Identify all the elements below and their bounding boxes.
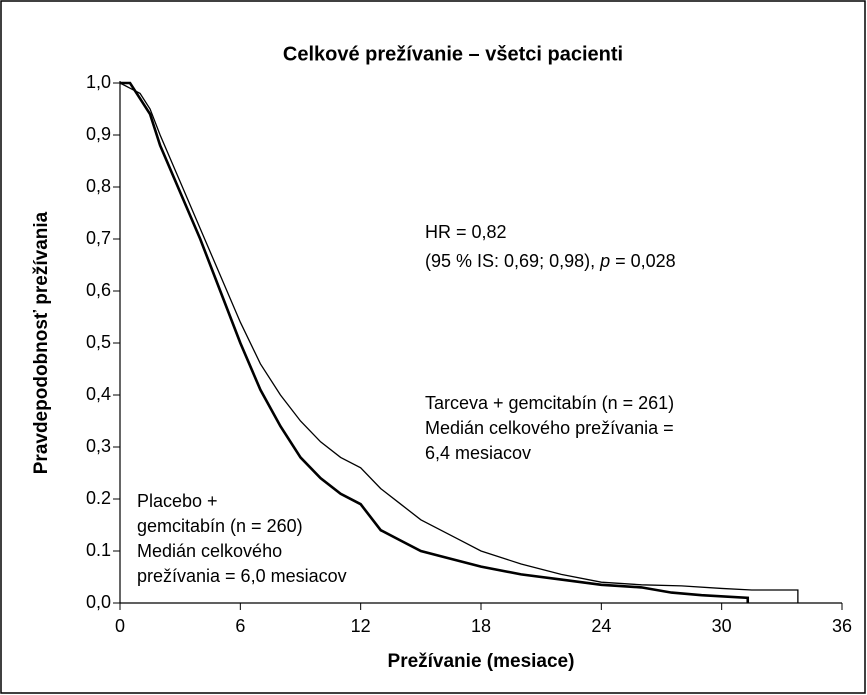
chart-title: Celkové prežívanie – všetci pacienti — [283, 43, 623, 65]
placebo-note: Placebo + — [137, 491, 218, 511]
placebo-note: gemcitabín (n = 260) — [137, 516, 303, 536]
survival-curve — [120, 81, 750, 603]
hr-text: HR = 0,82 — [425, 222, 507, 242]
x-tick-label: 6 — [235, 616, 245, 636]
tarceva-note: 6,4 mesiacov — [425, 443, 531, 463]
y-tick-label: 0,4 — [86, 384, 111, 404]
y-tick-label: 0,7 — [86, 228, 111, 248]
y-tick-label: 0.1 — [86, 540, 111, 560]
y-tick-label: 1,0 — [86, 72, 111, 92]
y-tick-label: 0.2 — [86, 488, 111, 508]
y-tick-label: 0,3 — [86, 436, 111, 456]
survival-curve — [119, 82, 799, 603]
placebo-note: Medián celkového — [137, 541, 282, 561]
y-tick-label: 0,5 — [86, 332, 111, 352]
y-tick-label: 0,6 — [86, 280, 111, 300]
tarceva-note: Medián celkového prežívania = — [425, 418, 674, 438]
ci-text: (95 % IS: 0,69; 0,98), p = 0,028 — [425, 251, 676, 271]
x-tick-label: 18 — [471, 616, 491, 636]
tarceva-note: Tarceva + gemcitabín (n = 261) — [425, 393, 674, 413]
y-tick-label: 0,0 — [86, 592, 111, 612]
x-tick-label: 0 — [115, 616, 125, 636]
ci-p: p — [599, 251, 610, 271]
x-axis-title: Prežívanie (mesiace) — [388, 651, 575, 672]
placebo-note: prežívania = 6,0 mesiacov — [137, 566, 347, 586]
x-tick-label: 30 — [712, 616, 732, 636]
x-tick-label: 24 — [591, 616, 611, 636]
y-tick-label: 0,8 — [86, 176, 111, 196]
x-tick-label: 36 — [832, 616, 852, 636]
y-axis-title: Pravdepodobnosť prežívania — [31, 211, 52, 474]
y-tick-label: 0,9 — [86, 124, 111, 144]
ci-start: (95 % IS: 0,69; 0,98), — [425, 251, 600, 271]
ci-end: = 0,028 — [610, 251, 676, 271]
x-tick-label: 12 — [351, 616, 371, 636]
